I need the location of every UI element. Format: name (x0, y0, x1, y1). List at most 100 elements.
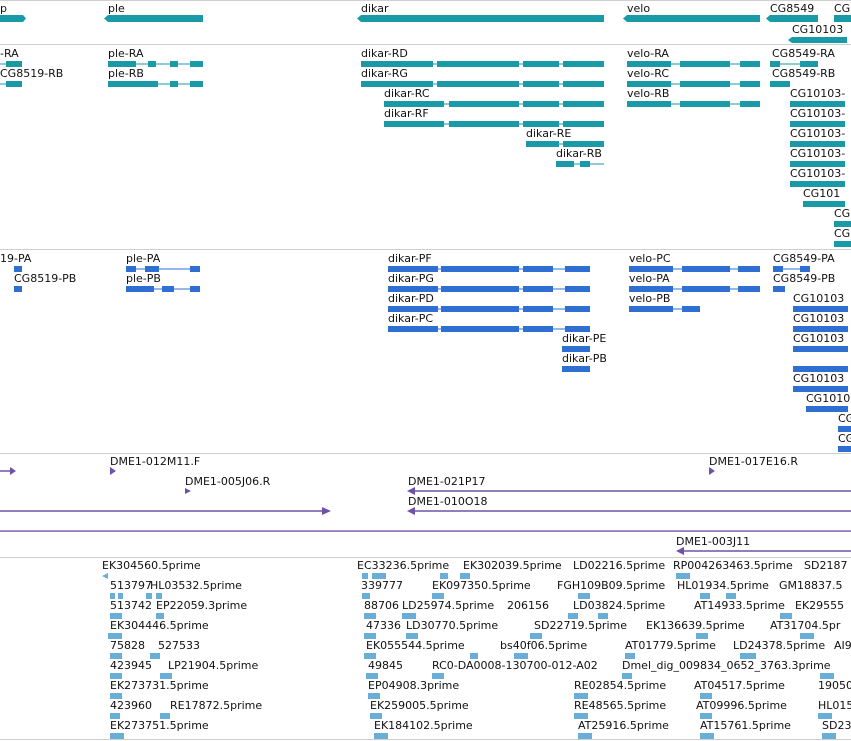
est-label[interactable]: 513742 (110, 599, 152, 612)
est-label[interactable]: EK29555 (795, 599, 845, 612)
protein-label[interactable]: dikar-PB (562, 352, 607, 365)
est-label[interactable]: RC0-DA0008-130700-012-A02 (432, 659, 598, 672)
gene-feature-ple[interactable] (108, 15, 203, 22)
transcript-label[interactable]: dikar-RD (361, 47, 408, 60)
protein-label[interactable]: velo-PB (629, 292, 671, 305)
transcript-label[interactable]: dikar-RC (384, 87, 430, 100)
est-label[interactable]: 49845 (368, 659, 403, 672)
gene-label-ple[interactable]: ple (108, 2, 125, 15)
bac-label[interactable]: DME1-010O18 (408, 495, 488, 508)
est-label[interactable]: AT14933.5prime (694, 599, 785, 612)
gene-label-cg[interactable]: CG (834, 2, 851, 15)
est-label[interactable]: 423945 (110, 659, 152, 672)
transcript-label[interactable]: -RA (0, 47, 19, 60)
est-label[interactable]: EK304446.5prime (110, 619, 209, 632)
transcript-label[interactable]: CG8519-RB (0, 67, 64, 80)
protein-label[interactable]: CG (838, 412, 851, 425)
protein-label[interactable]: dikar-PG (388, 272, 434, 285)
transcript-label[interactable]: CG10103- (790, 127, 846, 140)
est-label[interactable]: 19050 (818, 679, 851, 692)
transcript-label[interactable]: CG8549-RB (772, 67, 836, 80)
est-label[interactable]: RP004263463.5prime (673, 559, 793, 572)
protein-label[interactable]: 19-PA (0, 252, 32, 265)
protein-label[interactable]: ple-PB (126, 272, 161, 285)
transcript-label[interactable]: velo-RB (627, 87, 670, 100)
protein-label[interactable]: velo-PA (629, 272, 670, 285)
protein-label[interactable]: dikar-PD (388, 292, 434, 305)
transcript-label[interactable]: dikar-RF (384, 107, 429, 120)
protein-label[interactable]: CG (838, 432, 851, 445)
gene-feature-velo[interactable] (627, 15, 760, 22)
est-label[interactable]: 423960 (110, 699, 152, 712)
gene-feature-cg8549[interactable] (770, 15, 818, 22)
est-label[interactable]: EK259005.5prime (370, 699, 469, 712)
protein-label[interactable]: ple-PA (126, 252, 161, 265)
est-label[interactable]: EK304560.5prime (102, 559, 201, 572)
est-label[interactable]: EP22059.3prime (156, 599, 248, 612)
est-label[interactable]: EK184102.5prime (374, 719, 473, 732)
protein-label[interactable]: dikar-PC (388, 312, 434, 325)
est-label[interactable]: 339777 (361, 579, 403, 592)
est-label[interactable]: SD22719.5prime (534, 619, 627, 632)
protein-label[interactable]: CG8549-PB (773, 272, 836, 285)
gene-label-cg10103[interactable]: CG10103 (792, 23, 844, 36)
protein-label[interactable]: CG10103 (793, 312, 845, 325)
est-label[interactable]: LD02216.5prime (573, 559, 666, 572)
bac-label[interactable]: DME1-021P17 (408, 475, 486, 488)
gene-feature-cg[interactable] (834, 15, 851, 22)
gene-label-cg8549[interactable]: CG8549 (770, 2, 815, 15)
protein-label[interactable]: dikar-PE (562, 332, 607, 345)
protein-label[interactable]: CG10103 (793, 332, 845, 345)
est-label[interactable]: Dmel_dig_009834_0652_3763.3prime (622, 659, 831, 672)
est-label[interactable]: 513797 (110, 579, 152, 592)
est-label[interactable]: SD236 (822, 719, 851, 732)
transcript-label[interactable]: CG10103- (790, 167, 846, 180)
transcript-label[interactable]: dikar-RB (556, 147, 602, 160)
est-label[interactable]: EK273731.5prime (110, 679, 209, 692)
est-label[interactable]: EC33236.5prime (357, 559, 450, 572)
est-label[interactable]: 527533 (158, 639, 200, 652)
est-label[interactable]: AT09996.5prime (696, 699, 787, 712)
est-label[interactable]: AI9 (834, 639, 851, 652)
est-label[interactable]: AT15761.5prime (700, 719, 791, 732)
est-label[interactable]: bs40f06.5prime (500, 639, 588, 652)
est-label[interactable]: EK273751.5prime (110, 719, 209, 732)
transcript-label[interactable]: dikar-RG (361, 67, 408, 80)
est-label[interactable]: LD25974.5prime (402, 599, 495, 612)
est-label[interactable]: HL01934.5prime (677, 579, 769, 592)
est-label[interactable]: LP21904.5prime (168, 659, 259, 672)
protein-label[interactable]: CG10103 (793, 292, 845, 305)
est-label[interactable]: HL015 (818, 699, 851, 712)
transcript-label[interactable]: CG10103- (790, 147, 846, 160)
gene-feature-dikar[interactable] (361, 15, 604, 22)
est-label[interactable]: LD03824.5prime (573, 599, 666, 612)
gene-label-dikar[interactable]: dikar (361, 2, 389, 15)
est-label[interactable]: 47336 (366, 619, 401, 632)
est-label[interactable]: EK136639.5prime (646, 619, 745, 632)
est-label[interactable]: RE17872.5prime (170, 699, 263, 712)
gene-feature-p[interactable] (0, 15, 23, 22)
gene-label-velo[interactable]: velo (627, 2, 651, 15)
bac-label[interactable]: DME1-005J06.R (185, 475, 271, 488)
gene-label-p[interactable]: p (0, 2, 7, 15)
est-label[interactable]: RE48565.5prime (574, 699, 667, 712)
est-label[interactable]: 75828 (110, 639, 145, 652)
transcript-label[interactable]: CG10103- (790, 107, 846, 120)
transcript-label[interactable]: ple-RA (108, 47, 144, 60)
transcript-label[interactable]: CG (834, 227, 851, 240)
protein-label[interactable]: CG10103 (793, 372, 845, 385)
est-label[interactable]: EK055544.5prime (366, 639, 465, 652)
est-label[interactable]: EK302039.5prime (463, 559, 562, 572)
transcript-label[interactable]: dikar-RE (526, 127, 572, 140)
bac-label[interactable]: DME1-012M11.F (110, 455, 201, 468)
protein-label[interactable]: velo-PC (629, 252, 671, 265)
est-label[interactable]: RE02854.5prime (574, 679, 667, 692)
est-label[interactable]: FGH109B09.5prime (557, 579, 666, 592)
est-label[interactable]: AT04517.5prime (694, 679, 785, 692)
est-label[interactable]: SD2187 (804, 559, 848, 572)
est-label[interactable]: HL03532.5prime (150, 579, 242, 592)
est-label[interactable]: 88706 (364, 599, 399, 612)
protein-label[interactable]: CG8519-PB (14, 272, 77, 285)
bac-label[interactable]: DME1-003J11 (676, 535, 751, 548)
transcript-label[interactable]: CG8549-RA (772, 47, 835, 60)
